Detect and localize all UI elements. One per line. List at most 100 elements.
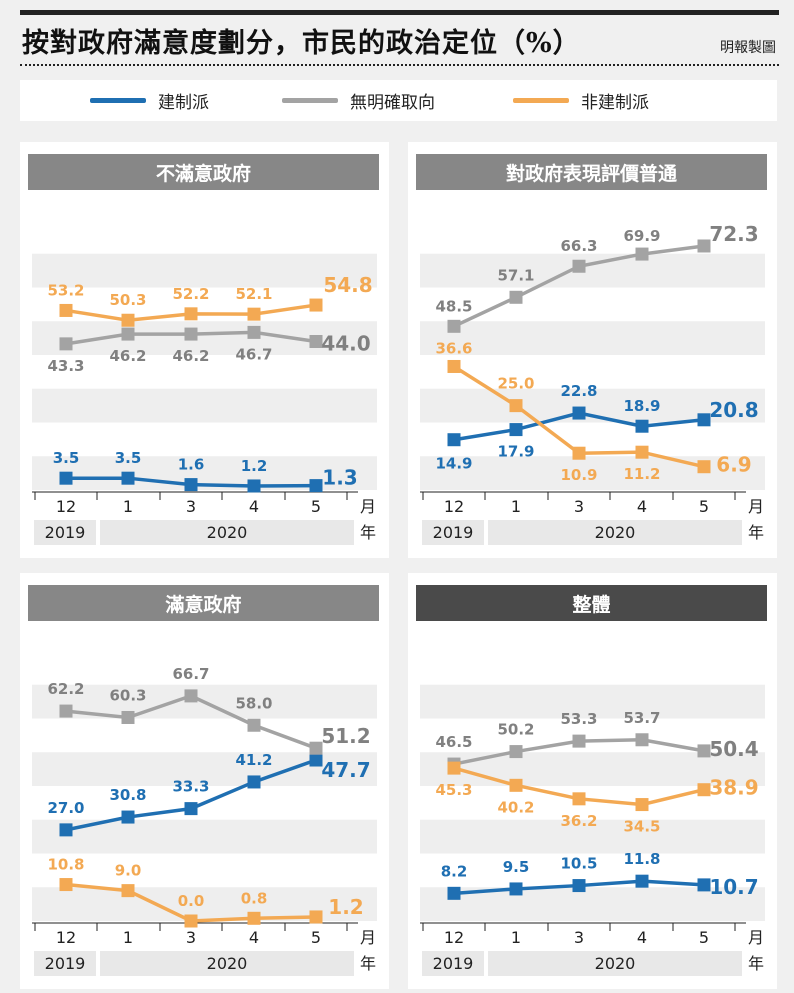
- grid-band: [32, 887, 377, 921]
- month-unit-label: 月: [360, 497, 376, 516]
- data-label-non-establishment: 25.0: [497, 375, 534, 393]
- data-label-no-affiliation: 72.3: [709, 222, 758, 246]
- data-point-pro-establishment: [572, 406, 586, 420]
- data-point-no-affiliation: [635, 733, 649, 747]
- grid-band: [32, 253, 377, 288]
- grid-band: [420, 321, 765, 355]
- data-point-no-affiliation: [247, 325, 261, 339]
- data-point-pro-establishment: [309, 753, 323, 767]
- line-chart-neutral: 12 1 3 4 5 月 2019 2020 年 14.9 17.9 22.8 18.9 20.8 48.5…: [420, 222, 765, 545]
- data-label-non-establishment: 54.8: [323, 273, 372, 297]
- data-label-pro-establishment: 22.8: [560, 382, 597, 400]
- data-label-no-affiliation: 60.3: [109, 686, 146, 704]
- year-label-2019: 2019: [45, 523, 86, 542]
- data-label-pro-establishment: 1.3: [322, 466, 357, 490]
- x-tick-label: 5: [311, 497, 321, 516]
- grid-band: [420, 819, 765, 854]
- x-tick-label: 12: [444, 928, 464, 947]
- data-label-pro-establishment: 17.9: [497, 443, 534, 461]
- data-label-pro-establishment: 33.3: [172, 778, 209, 796]
- data-point-no-affiliation: [184, 689, 198, 703]
- data-point-pro-establishment: [184, 478, 198, 492]
- legend-item-no-affiliation: 無明確取向: [282, 80, 435, 121]
- data-label-pro-establishment: 3.5: [53, 449, 80, 467]
- panel-title-overall: 整體: [416, 585, 767, 621]
- data-point-no-affiliation: [59, 337, 73, 351]
- year-label-2020: 2020: [595, 954, 636, 973]
- grid-band: [420, 253, 765, 288]
- credit-text: 明報製圖: [720, 40, 776, 56]
- data-label-no-affiliation: 50.2: [497, 721, 534, 739]
- x-tick-label: 12: [444, 497, 464, 516]
- x-tick-label: 1: [123, 497, 133, 516]
- dotted-divider: [20, 64, 779, 66]
- data-point-no-affiliation: [247, 718, 261, 732]
- data-point-non-establishment: [59, 303, 73, 317]
- x-tick-label: 12: [56, 928, 76, 947]
- data-point-pro-establishment: [184, 802, 198, 816]
- data-point-pro-establishment: [509, 882, 523, 896]
- data-label-no-affiliation: 50.4: [709, 737, 758, 761]
- month-unit-label: 月: [748, 928, 764, 947]
- data-point-no-affiliation: [635, 247, 649, 261]
- chart-panel-satisfied: 滿意政府 12 1 3 4 5 月 2019 2020 年 27.0 30.8 33.3 41.2 47.…: [20, 573, 389, 989]
- data-point-no-affiliation: [309, 741, 323, 755]
- x-tick-label: 3: [186, 497, 196, 516]
- data-label-pro-establishment: 10.7: [709, 875, 758, 899]
- data-label-non-establishment: 0.0: [178, 892, 205, 910]
- data-label-no-affiliation: 69.9: [623, 227, 660, 245]
- year-label-2020: 2020: [207, 523, 248, 542]
- data-label-non-establishment: 36.2: [560, 812, 597, 830]
- year-band-2020: [488, 520, 742, 545]
- data-point-non-establishment: [309, 298, 323, 312]
- grid-band: [32, 388, 377, 423]
- data-point-pro-establishment: [447, 886, 461, 900]
- year-unit-label: 年: [360, 523, 376, 542]
- data-label-non-establishment: 6.9: [716, 453, 751, 477]
- data-label-non-establishment: 40.2: [497, 798, 534, 816]
- data-label-non-establishment: 45.3: [435, 781, 472, 799]
- data-label-pro-establishment: 10.5: [560, 855, 597, 873]
- data-label-non-establishment: 50.3: [109, 291, 146, 309]
- panel-title-satisfied: 滿意政府: [28, 585, 379, 621]
- data-point-no-affiliation: [121, 327, 135, 341]
- data-point-non-establishment: [635, 445, 649, 459]
- data-point-pro-establishment: [509, 423, 523, 437]
- data-label-no-affiliation: 66.7: [172, 665, 209, 683]
- x-tick-label: 4: [637, 928, 647, 947]
- x-tick-label: 1: [511, 497, 521, 516]
- data-point-non-establishment: [184, 914, 198, 928]
- data-point-non-establishment: [184, 307, 198, 321]
- data-label-no-affiliation: 51.2: [321, 724, 370, 748]
- data-point-pro-establishment: [247, 775, 261, 789]
- data-label-non-establishment: 10.9: [560, 466, 597, 484]
- data-point-non-establishment: [635, 798, 649, 812]
- data-point-non-establishment: [247, 911, 261, 925]
- data-point-non-establishment: [572, 446, 586, 460]
- x-tick-label: 5: [699, 928, 709, 947]
- data-point-pro-establishment: [309, 479, 323, 493]
- data-point-non-establishment: [572, 792, 586, 806]
- data-label-no-affiliation: 57.1: [497, 266, 534, 284]
- data-point-pro-establishment: [447, 433, 461, 447]
- data-point-pro-establishment: [635, 874, 649, 888]
- data-point-pro-establishment: [697, 413, 711, 427]
- data-point-non-establishment: [309, 910, 323, 924]
- x-tick-label: 3: [574, 928, 584, 947]
- data-point-pro-establishment: [59, 823, 73, 837]
- legend-item-pro-establishment: 建制派: [90, 80, 209, 121]
- data-point-no-affiliation: [697, 744, 711, 758]
- legend-label-no-affiliation: 無明確取向: [350, 93, 435, 113]
- year-label-2020: 2020: [595, 523, 636, 542]
- data-label-non-establishment: 11.2: [623, 465, 660, 483]
- month-unit-label: 月: [748, 497, 764, 516]
- line-chart-dissatisfied: 12 1 3 4 5 月 2019 2020 年 3.5 3.5 1.6 1.2 1.3 43.3 46.2 4…: [32, 253, 377, 545]
- chart-panel-dissatisfied: 不滿意政府 12 1 3 4 5 月 2019 2020 年 3.5 3.5 1.6 1.2 1.3 43.…: [20, 142, 389, 558]
- data-label-non-establishment: 10.8: [47, 856, 84, 874]
- x-tick-label: 1: [123, 928, 133, 947]
- x-tick-label: 4: [637, 497, 647, 516]
- year-band-2020: [100, 520, 354, 545]
- data-label-non-establishment: 0.8: [241, 889, 268, 907]
- year-label-2019: 2019: [433, 523, 474, 542]
- data-label-non-establishment: 38.9: [709, 776, 758, 800]
